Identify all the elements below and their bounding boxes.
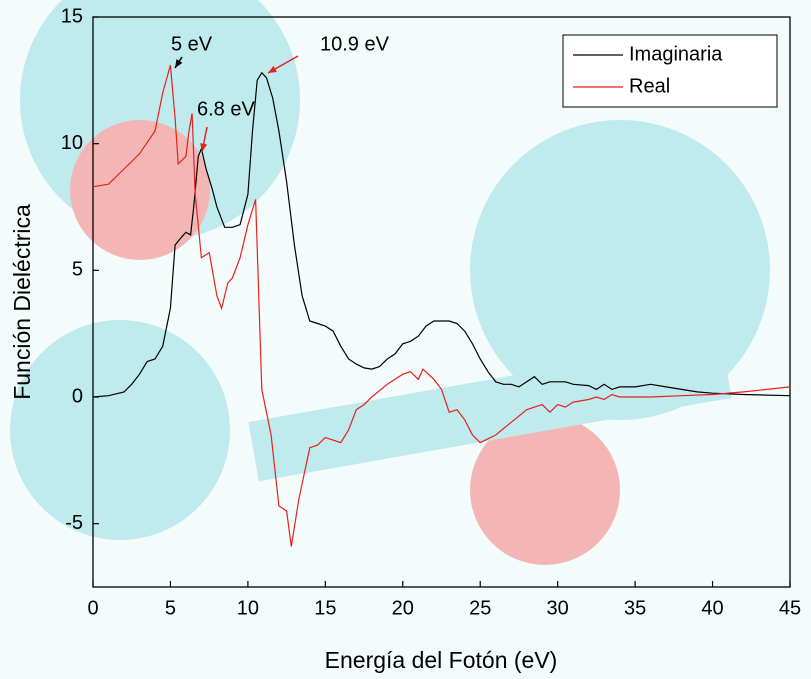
x-axis-title: Energía del Fotón (eV) xyxy=(325,647,558,673)
x-tick-label: 0 xyxy=(87,597,98,619)
legend-label: Real xyxy=(629,75,670,97)
x-tick-label: 30 xyxy=(547,597,569,619)
x-tick-label: 5 xyxy=(165,597,176,619)
series-line xyxy=(92,64,791,547)
y-tick-label: -5 xyxy=(65,512,83,534)
annotation: 10.9 eV xyxy=(320,33,390,55)
x-tick-label: 20 xyxy=(392,597,414,619)
plot-frame xyxy=(92,16,791,588)
y-tick-label: 5 xyxy=(72,259,83,281)
series-line xyxy=(92,71,791,398)
legend-box xyxy=(562,34,778,108)
annotation-arrowhead xyxy=(175,59,183,68)
x-tick-label: 40 xyxy=(701,597,723,619)
x-tick-label: 45 xyxy=(779,597,801,619)
annotation: 6.8 eV xyxy=(197,98,255,120)
annotation: 5 eV xyxy=(171,33,213,55)
y-tick-label: 0 xyxy=(72,385,83,407)
y-tick-label: 10 xyxy=(61,132,83,154)
x-tick-label: 25 xyxy=(469,597,491,619)
annotation-arrowhead xyxy=(268,65,277,73)
x-tick-label: 10 xyxy=(237,597,259,619)
x-tick-label: 15 xyxy=(314,597,336,619)
y-axis-title: Función Dieléctrica xyxy=(9,204,35,400)
x-tick-label: 35 xyxy=(624,597,646,619)
legend-label: Imaginaria xyxy=(629,43,723,65)
y-tick-label: 15 xyxy=(61,5,83,27)
annotation-arrowhead xyxy=(200,143,208,152)
